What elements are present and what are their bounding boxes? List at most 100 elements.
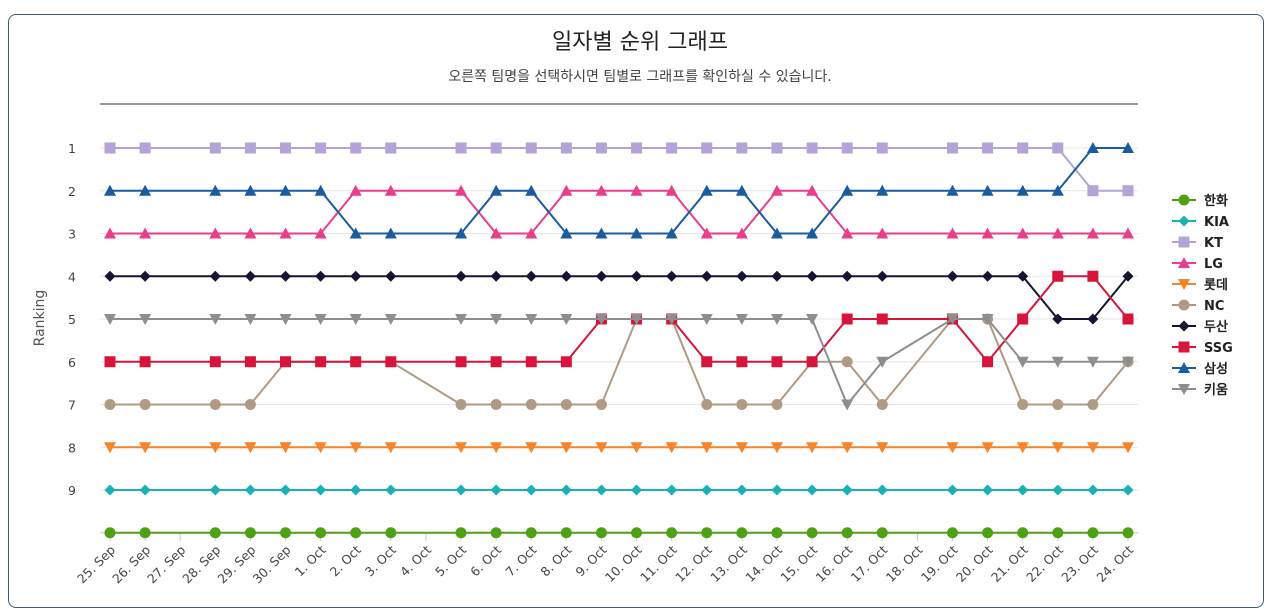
legend-label[interactable]: NC [1204, 299, 1224, 314]
data-point [1017, 142, 1029, 154]
data-point [595, 314, 608, 325]
legend-label[interactable]: 삼성 [1204, 361, 1228, 377]
data-point [209, 227, 222, 239]
data-point [455, 184, 468, 196]
x-tick-label: 2. Oct [327, 542, 364, 579]
data-point [771, 484, 783, 496]
legend-label[interactable]: KT [1204, 236, 1223, 251]
data-point [1087, 399, 1099, 410]
data-point [314, 184, 327, 196]
data-point [771, 399, 783, 410]
data-point [1086, 142, 1099, 153]
legend-marker [1178, 257, 1190, 268]
data-point [1017, 527, 1029, 539]
data-point [981, 184, 994, 196]
data-point [384, 314, 397, 325]
series-10 [104, 314, 1134, 411]
data-point [771, 527, 783, 539]
legend-label[interactable]: 두산 [1204, 319, 1228, 335]
data-point [1122, 313, 1134, 325]
data-point [560, 356, 572, 368]
data-point [314, 442, 327, 454]
data-point [982, 142, 994, 154]
chart-frame [8, 14, 1264, 608]
data-point [806, 527, 818, 539]
data-point [384, 227, 397, 239]
data-point [1016, 227, 1029, 239]
data-point [244, 356, 256, 368]
x-tick-label: 15. Oct [777, 542, 820, 585]
data-point [560, 442, 573, 454]
x-tick-label: 21. Oct [988, 542, 1031, 585]
data-point [595, 399, 607, 410]
legend-item[interactable]: 롯데 [1172, 278, 1228, 293]
legend-item[interactable]: 한화 [1172, 193, 1228, 209]
data-point [139, 442, 152, 454]
data-point [1051, 442, 1064, 454]
data-point [770, 442, 783, 454]
data-point [104, 399, 116, 410]
data-point [1051, 356, 1064, 368]
legend-item[interactable]: SSG [1172, 341, 1233, 356]
x-tick-label: 20. Oct [953, 542, 996, 585]
x-tick-label: 22. Oct [1023, 542, 1066, 585]
legend-item[interactable]: 두산 [1172, 319, 1228, 335]
data-point [244, 142, 256, 154]
data-point [981, 314, 994, 325]
x-tick-label: 24. Oct [1093, 542, 1136, 585]
data-point [631, 142, 643, 154]
data-point [700, 442, 713, 454]
legend-item[interactable]: 삼성 [1172, 361, 1228, 377]
legend-label[interactable]: LG [1204, 257, 1223, 272]
data-point [876, 313, 888, 325]
x-tick-label: 13. Oct [707, 542, 750, 585]
data-point [1087, 270, 1099, 282]
data-point [490, 399, 502, 410]
data-point [876, 227, 889, 239]
data-point [666, 142, 678, 154]
series-5 [104, 442, 1134, 454]
data-point [104, 142, 116, 154]
data-point [806, 442, 819, 454]
legend-label[interactable]: 키움 [1204, 382, 1228, 398]
data-point [806, 484, 818, 496]
legend-item[interactable]: KIA [1172, 215, 1229, 230]
data-point [736, 356, 748, 368]
data-point [244, 527, 256, 539]
data-point [806, 142, 818, 154]
legend-item[interactable]: NC [1172, 299, 1224, 314]
legend-label[interactable]: SSG [1204, 341, 1233, 356]
legend-marker [1178, 194, 1190, 206]
data-point [209, 270, 221, 282]
data-point [770, 227, 783, 239]
legend-item[interactable]: LG [1172, 257, 1223, 272]
data-point [104, 184, 116, 196]
data-point [525, 314, 538, 325]
data-point [806, 184, 819, 196]
data-point [946, 442, 959, 454]
legend-label[interactable]: 롯데 [1204, 278, 1228, 293]
legend-item[interactable]: 키움 [1172, 382, 1228, 398]
legend-label[interactable]: KIA [1204, 215, 1229, 230]
data-point [455, 399, 467, 410]
y-axis-ticks: 1 2 3 4 5 6 7 8 9 [68, 141, 76, 498]
data-point [385, 356, 397, 368]
data-point [1087, 527, 1099, 539]
data-point [490, 270, 502, 282]
data-point [490, 484, 502, 496]
legend-item[interactable]: KT [1172, 236, 1223, 251]
x-tick-label: 17. Oct [848, 542, 891, 585]
data-point [595, 227, 608, 239]
data-point [455, 442, 468, 454]
legend-marker [1178, 341, 1190, 353]
data-point [1086, 227, 1099, 239]
data-point [1122, 442, 1134, 454]
data-point [350, 527, 362, 539]
data-point [630, 442, 643, 454]
data-point [1086, 356, 1099, 368]
legend-label[interactable]: 한화 [1204, 193, 1228, 209]
y-tick-label: 1 [68, 141, 76, 156]
data-point [630, 184, 643, 196]
